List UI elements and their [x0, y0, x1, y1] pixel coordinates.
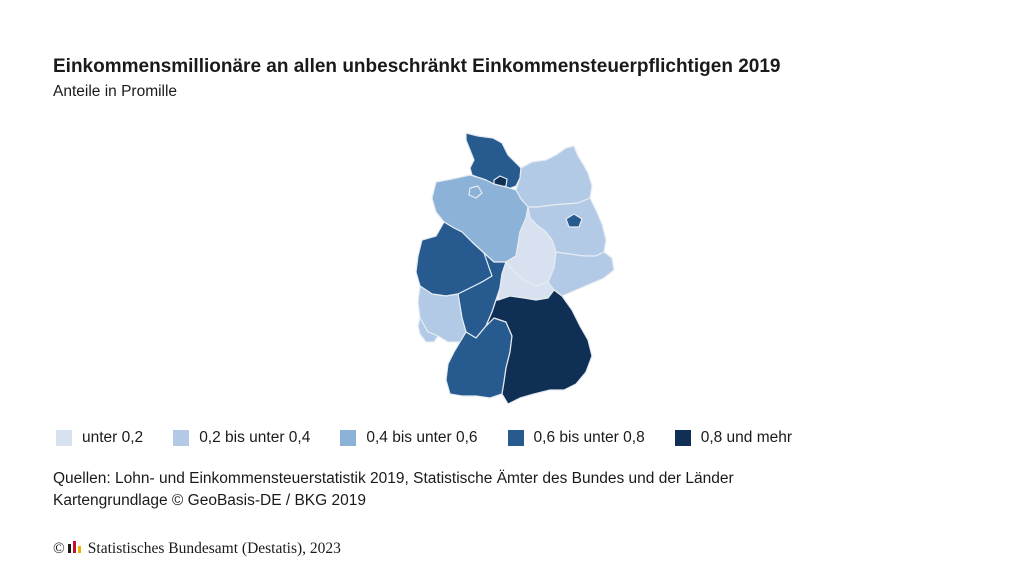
copyright-symbol: ©: [53, 540, 65, 557]
destatis-logo-icon: [67, 540, 83, 558]
sources-note: Quellen: Lohn- und Einkommensteuerstatis…: [53, 468, 734, 512]
legend-label: unter 0,2: [82, 429, 144, 446]
legend-item: unter 0,2: [56, 429, 143, 447]
legend-label: 0,6 bis unter 0,8: [533, 429, 645, 446]
legend-swatch: [56, 430, 72, 446]
germany-map: [400, 125, 630, 415]
region-saarland[interactable]: [417, 317, 439, 343]
region-berlin[interactable]: [565, 213, 583, 228]
legend-label: 0,8 und mehr: [700, 429, 793, 446]
map-legend: unter 0,2 0,2 bis unter 0,4 0,4 bis unte…: [56, 428, 822, 448]
sources-line: Quellen: Lohn- und Einkommensteuerstatis…: [53, 470, 734, 487]
legend-swatch: [507, 430, 524, 446]
legend-label: 0,4 bis unter 0,6: [366, 429, 478, 446]
region-bremen[interactable]: [468, 185, 483, 199]
legend-item: 0,4 bis unter 0,6: [340, 429, 478, 447]
map-basis-line: Kartengrundlage © GeoBasis-DE / BKG 2019: [53, 492, 366, 509]
legend-swatch: [173, 430, 190, 446]
footer-credit: © Statistisches Bundesamt (Destatis), 20…: [53, 540, 341, 558]
region-mecklenburg-vorpommern[interactable]: [515, 145, 593, 208]
legend-label: 0,2 bis unter 0,4: [199, 429, 311, 446]
legend-item: 0,8 und mehr: [674, 429, 793, 447]
legend-swatch: [340, 430, 357, 446]
legend-item: 0,2 bis unter 0,4: [173, 429, 310, 447]
legend-item: 0,6 bis unter 0,8: [507, 429, 645, 447]
region-sachsen[interactable]: [547, 251, 615, 297]
map-subtitle: Anteile in Promille: [53, 83, 178, 100]
legend-swatch: [674, 430, 691, 446]
region-bayern[interactable]: [485, 289, 593, 405]
publisher-text: Statistisches Bundesamt (Destatis), 2023: [87, 540, 341, 557]
map-title: Einkommensmillionäre an allen unbeschrän…: [53, 56, 781, 77]
